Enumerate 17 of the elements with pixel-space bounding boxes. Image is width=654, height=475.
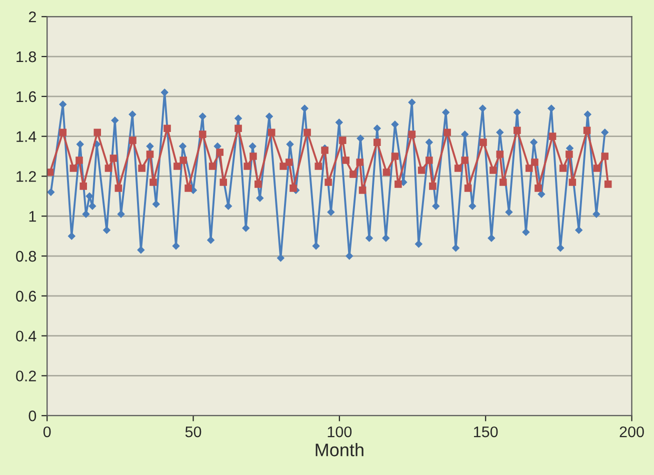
y-tick-label: 0.2	[16, 370, 36, 382]
y-tick-label: 0	[28, 410, 36, 422]
x-tick-label: 150	[474, 426, 498, 438]
y-tick-label: 1.4	[16, 131, 36, 142]
y-tick-label: 0.6	[16, 290, 36, 302]
y-tick-label: 0.8	[16, 250, 36, 262]
x-axis-title: Month	[316, 443, 364, 456]
y-tick-label: 2	[28, 11, 36, 22]
y-tick-label: 1.6	[16, 91, 36, 102]
y-tick-label: 0.4	[16, 330, 36, 342]
y-tick-label: 1.2	[16, 171, 36, 182]
x-tick-label: 0	[43, 426, 51, 438]
y-tick-label: 1	[29, 211, 36, 222]
y-tick-label: 1.8	[16, 51, 36, 62]
x-tick-label: 100	[328, 426, 352, 438]
x-tick-label: 50	[185, 426, 202, 438]
x-tick-label: 200	[620, 426, 644, 438]
